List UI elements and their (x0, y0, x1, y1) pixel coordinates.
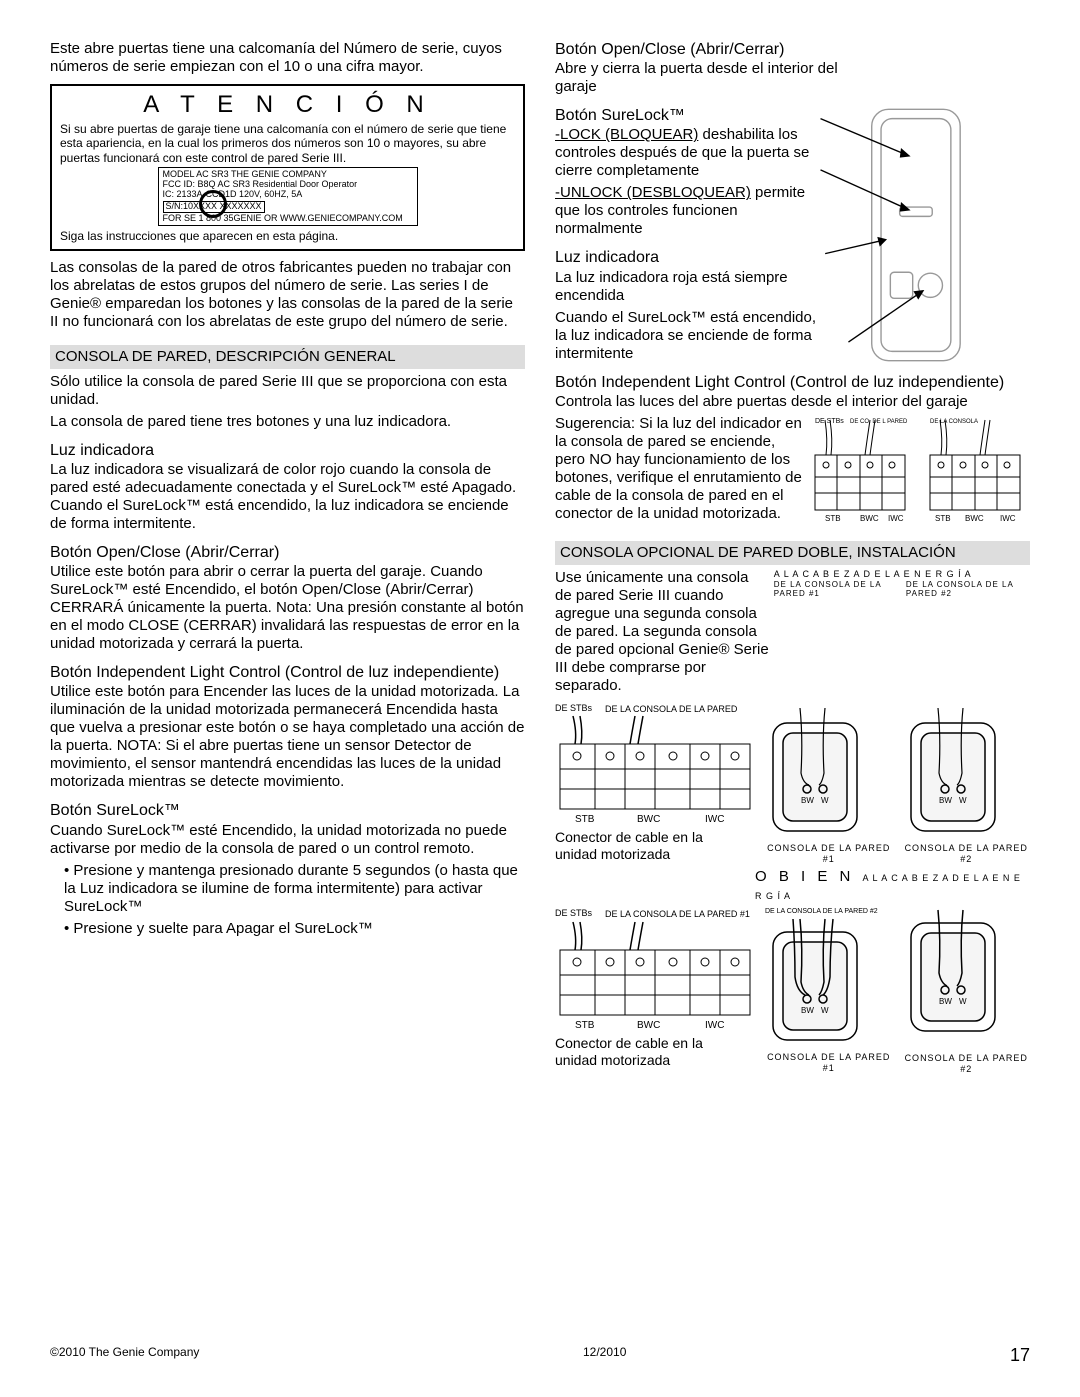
svg-text:W: W (821, 1006, 829, 1015)
sub-light: Botón Independent Light Control (Control… (50, 663, 525, 682)
svg-text:BW: BW (939, 997, 952, 1006)
right-column: Botón Open/Close (Abrir/Cerrar) Abre y c… (555, 40, 1030, 1075)
svg-text:STB: STB (935, 514, 951, 523)
footer: ©2010 The Genie Company 12/2010 17 (50, 1345, 1030, 1367)
date: 12/2010 (583, 1345, 626, 1367)
svg-text:DE STBs: DE STBs (815, 418, 844, 425)
r-light: Botón Independent Light Control (Control… (555, 373, 1030, 392)
svg-text:STB: STB (575, 814, 595, 824)
wall-console-callout (815, 100, 975, 370)
p2: Las consolas de la pared de otros fabric… (50, 259, 525, 331)
section-header-overview: CONSOLA DE PARED, DESCRIPCIÓN GENERAL (50, 345, 525, 369)
r-openclose: Botón Open/Close (Abrir/Cerrar) (555, 40, 1030, 59)
svg-text:STB: STB (575, 1020, 595, 1030)
copyright: ©2010 The Genie Company (50, 1345, 199, 1367)
svg-text:BWC: BWC (637, 1020, 660, 1030)
atencion-title: A T E N C I Ó N (60, 91, 515, 120)
svg-text:IWC: IWC (705, 814, 724, 824)
svg-text:DE LA CONSOLA: DE LA CONSOLA (930, 419, 978, 425)
sub-surelock: Botón SureLock™ (50, 801, 525, 820)
svg-text:W: W (821, 796, 829, 805)
svg-text:W: W (959, 796, 967, 805)
ring-icon (199, 190, 227, 218)
wall-console-3: BW W (765, 917, 865, 1047)
svg-text:BWC: BWC (637, 814, 660, 824)
wiring-diagram-tip: STB BWC IWC STB BWC IWC DE STBs DE CO. DE L … (810, 415, 1030, 525)
svg-text:BW: BW (801, 796, 814, 805)
svg-text:IWC: IWC (705, 1020, 724, 1030)
svg-text:BWC: BWC (860, 514, 879, 523)
svg-text:DE CO. DE L PARED: DE CO. DE L PARED (850, 419, 908, 425)
section-header-dual: CONSOLA OPCIONAL DE PARED DOBLE, INSTALA… (555, 541, 1030, 565)
sub-openclose: Botón Open/Close (Abrir/Cerrar) (50, 543, 525, 562)
svg-text:BW: BW (939, 796, 952, 805)
svg-text:STB: STB (825, 514, 841, 523)
wiring-row-2: DE STBs DE LA CONSOLA DE LA PARED #1 STB… (555, 908, 1030, 1075)
wiring-row-1: DE STBs DE LA CONSOLA DE LA PARED STBBWC… (555, 703, 1030, 865)
svg-text:IWC: IWC (888, 514, 904, 523)
serial-label: MODEL AC SR3 THE GENIE COMPANY FCC ID: B… (158, 167, 418, 226)
svg-text:BW: BW (801, 1006, 814, 1015)
svg-text:IWC: IWC (1000, 514, 1016, 523)
connector-diagram-2: STB BWC IWC (555, 920, 755, 1030)
sub-luz: Luz indicadora (50, 441, 525, 460)
intro: Este abre puertas tiene una calcomanía d… (50, 40, 525, 76)
wall-console-4: BW W (903, 908, 1003, 1048)
wall-console-1: BW W (765, 703, 865, 838)
svg-text:BWC: BWC (965, 514, 984, 523)
left-column: Este abre puertas tiene una calcomanía d… (50, 40, 525, 1075)
connector-diagram-1: STB BWC IWC (555, 714, 755, 824)
page-number: 17 (1010, 1345, 1030, 1367)
wall-console-2: BW W (903, 703, 1003, 838)
svg-text:W: W (959, 997, 967, 1006)
atencion-box: A T E N C I Ó N Si su abre puertas de ga… (50, 84, 525, 251)
atencion-body: Si su abre puertas de garaje tiene una c… (60, 122, 515, 165)
